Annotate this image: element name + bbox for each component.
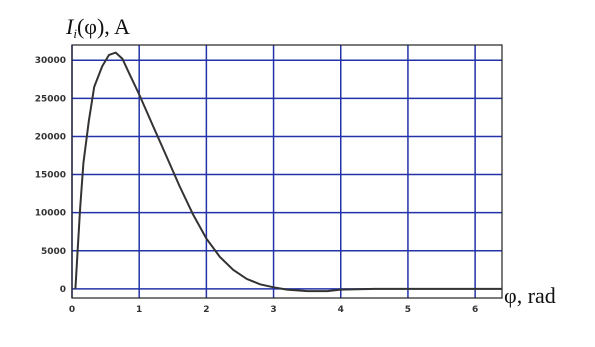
y-axis-rest: (φ), A: [77, 14, 130, 39]
gridlines: [71, 45, 502, 298]
y-tick-label: 25000: [35, 94, 66, 104]
plot-frame: [71, 44, 503, 299]
y-tick-label: 10000: [35, 209, 66, 219]
x-tick-label: 0: [69, 305, 75, 315]
x-tick-label: 1: [136, 305, 142, 315]
y-axis-subscript: i: [73, 26, 77, 41]
y-tick-label: 15000: [35, 171, 66, 181]
x-tick-label: 2: [203, 305, 209, 315]
y-axis-title: Ii(φ), A: [65, 14, 130, 41]
x-axis-title: φ, rad: [504, 283, 556, 308]
y-tick-label: 0: [60, 285, 66, 295]
y-tick-label: 30000: [35, 56, 66, 66]
y-axis-symbol: I: [65, 14, 75, 39]
x-tick-label: 3: [270, 305, 276, 315]
y-tick-label: 20000: [35, 132, 66, 142]
current-curve: [74, 51, 502, 293]
x-tick-label: 5: [405, 305, 411, 315]
y-tick-label: 5000: [41, 247, 66, 257]
x-tick-label: 6: [472, 305, 478, 315]
tick-labels: 0 1 2 3 4 5 6 0 5000 10000 15000 20000 25000 30000: [35, 56, 479, 315]
x-tick-label: 4: [338, 305, 344, 315]
